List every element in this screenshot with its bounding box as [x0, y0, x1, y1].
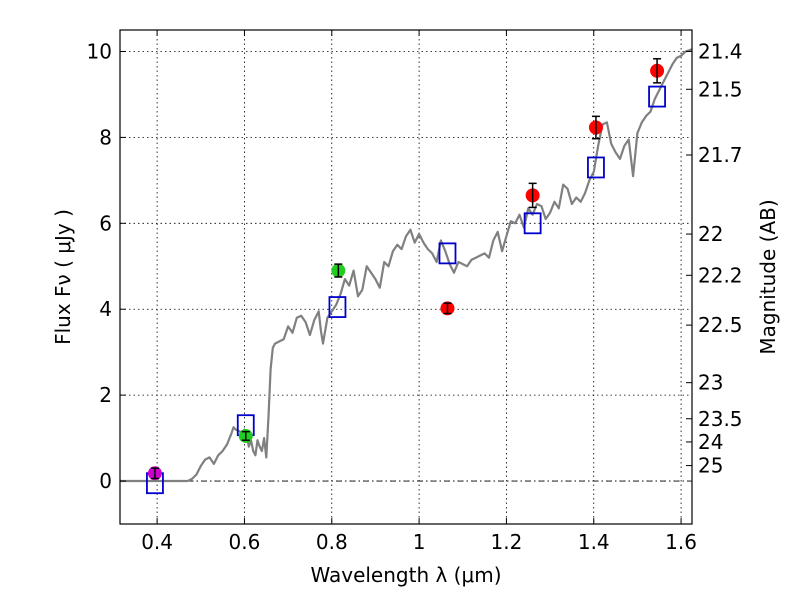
plot-area — [120, 48, 693, 495]
magnitude-tick-label: 23.5 — [698, 407, 743, 431]
y-axis-label: Flux Fν ( μJy ) — [51, 209, 75, 345]
x-tick-label: 1.2 — [491, 530, 523, 554]
magnitude-tick-label: 22 — [698, 222, 723, 246]
y-tick-label: 6 — [99, 211, 112, 235]
y-tick-label: 4 — [99, 297, 112, 321]
magnitude-tick-label: 23 — [698, 371, 723, 395]
y-tick-label: 10 — [87, 39, 112, 63]
model-photometry-square — [648, 85, 666, 108]
magnitude-tick-label: 24 — [698, 430, 723, 454]
magnitude-tick-label: 21.4 — [698, 39, 743, 63]
x-tick-label: 0.6 — [229, 530, 261, 554]
model-photometry-square — [438, 242, 457, 265]
x-axis-label: Wavelength λ (μm) — [310, 563, 501, 587]
x-tick-label: 1.4 — [578, 530, 610, 554]
right-axis-label: Magnitude (AB) — [756, 199, 780, 354]
x-tick-label: 1 — [413, 530, 426, 554]
magnitude-tick-label: 22.2 — [698, 263, 743, 287]
y-tick-label: 2 — [99, 383, 112, 407]
x-tick-label: 1.6 — [665, 530, 697, 554]
model-photometry-square — [328, 296, 347, 318]
magnitude-tick-label: 25 — [698, 454, 723, 478]
magnitude-tick-label: 22.5 — [698, 313, 743, 337]
sed-model-line — [120, 48, 693, 483]
x-tick-label: 0.8 — [316, 530, 348, 554]
magnitude-tick-label: 21.5 — [698, 77, 743, 101]
grid — [120, 30, 692, 524]
x-tick-label: 0.4 — [141, 530, 173, 554]
axis-ticks — [120, 30, 692, 524]
plot-frame — [119, 29, 693, 525]
model-photometry-square — [587, 156, 605, 179]
y-tick-label: 8 — [99, 125, 112, 149]
magnitude-tick-label: 21.7 — [698, 143, 743, 167]
y-tick-label: 0 — [99, 469, 112, 493]
model-photometry-square — [523, 212, 542, 235]
